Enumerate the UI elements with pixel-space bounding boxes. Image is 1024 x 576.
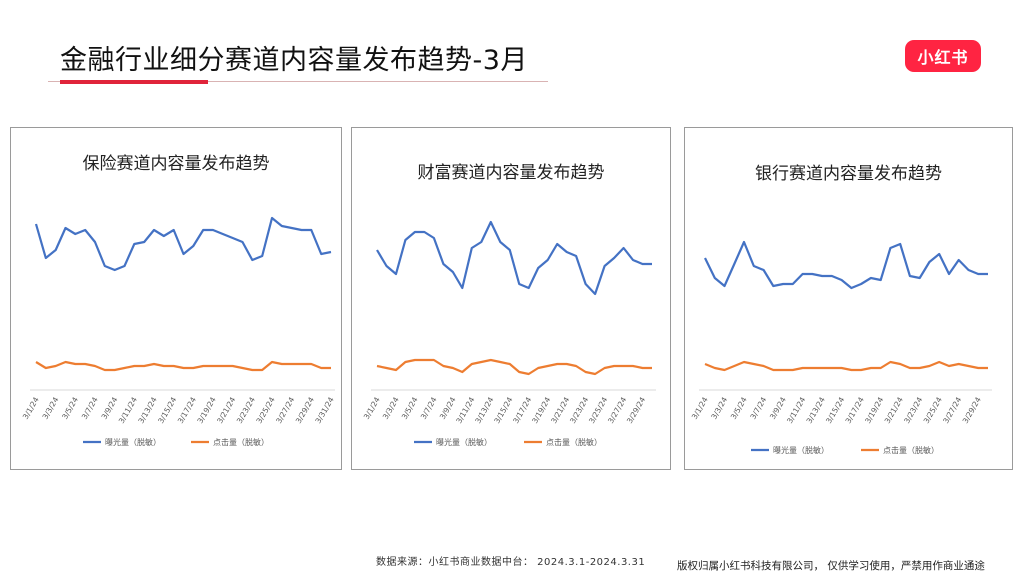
x-tick-label: 3/7/24	[419, 395, 439, 421]
x-tick-label: 3/9/24	[100, 395, 120, 421]
x-tick-label: 3/5/24	[60, 395, 80, 421]
legend-label: 点击量（脱敏）	[883, 445, 939, 455]
x-tick-label: 3/29/24	[961, 395, 983, 425]
copyright-note: 版权归属小红书科技有限公司， 仅供学习使用，严禁用作商业通途	[677, 560, 985, 572]
title-accent-bar	[60, 80, 208, 84]
x-tick-label: 3/7/24	[80, 395, 100, 421]
insurance-chart: 3/1/24 3/3/24 3/5/24 3/7/24 3/9/243/11/243/1…	[21, 216, 336, 447]
click-series-line	[704, 360, 988, 372]
exposure-series-line	[34, 216, 332, 272]
legend-label: 曝光量（脱敏）	[436, 437, 492, 447]
bank-chart: 3/1/24 3/3/24 3/5/24 3/7/24 3/9/243/11/243/1…	[690, 240, 992, 455]
x-tick-label: 3/9/24	[768, 395, 788, 421]
legend-label: 曝光量（脱敏）	[105, 437, 161, 447]
x-tick-label: 3/9/24	[438, 395, 458, 421]
x-tick-label: 3/7/24	[748, 395, 768, 421]
x-tick-label: 3/29/24	[625, 395, 647, 425]
x-tick-label: 3/3/24	[709, 395, 729, 421]
x-tick-label: 3/5/24	[729, 395, 749, 421]
bank-chart-title: 银行赛道内容量发布趋势	[755, 164, 942, 184]
xiaohongshu-logo: 小红书	[905, 40, 981, 72]
legend-label: 点击量（脱敏）	[213, 437, 269, 447]
x-tick-label: 3/31/24	[313, 395, 335, 425]
click-series-line	[376, 358, 652, 376]
exposure-series-line	[704, 240, 988, 290]
insurance-chart-panel: 保险赛道内容量发布趋势 3/1/24 3/3/24 3/5/24 3/7/24 3/9/…	[10, 127, 342, 470]
x-tick-label: 3/3/24	[41, 395, 61, 421]
x-tick-label: 3/1/24	[21, 395, 41, 421]
insurance-chart-title: 保险赛道内容量发布趋势	[82, 154, 270, 174]
bank-chart-panel: 银行赛道内容量发布趋势 3/1/24 3/3/24 3/5/24 3/7/24 3/9/…	[684, 127, 1013, 470]
exposure-series-line	[376, 220, 652, 296]
legend-label: 点击量（脱敏）	[546, 437, 602, 447]
data-source-note: 数据来源：小红书商业数据中台： 2024.3.1-2024.3.31	[376, 557, 646, 568]
x-tick-label: 3/1/24	[690, 395, 710, 421]
page-title: 金融行业细分赛道内容量发布趋势-3月	[60, 45, 528, 76]
wealth-chart: 3/1/24 3/3/24 3/5/24 3/7/24 3/9/243/11/243/1…	[362, 220, 656, 447]
title-divider	[48, 81, 548, 82]
legend-label: 曝光量（脱敏）	[773, 445, 829, 455]
wealth-chart-title: 财富赛道内容量发布趋势	[417, 163, 605, 183]
wealth-chart-panel: 财富赛道内容量发布趋势 3/1/24 3/3/24 3/5/24 3/7/24 3/9/…	[351, 127, 671, 470]
click-series-line	[35, 360, 331, 372]
x-tick-label: 3/1/24	[362, 395, 382, 421]
x-tick-label: 3/3/24	[381, 395, 401, 421]
x-tick-label: 3/5/24	[400, 395, 420, 421]
